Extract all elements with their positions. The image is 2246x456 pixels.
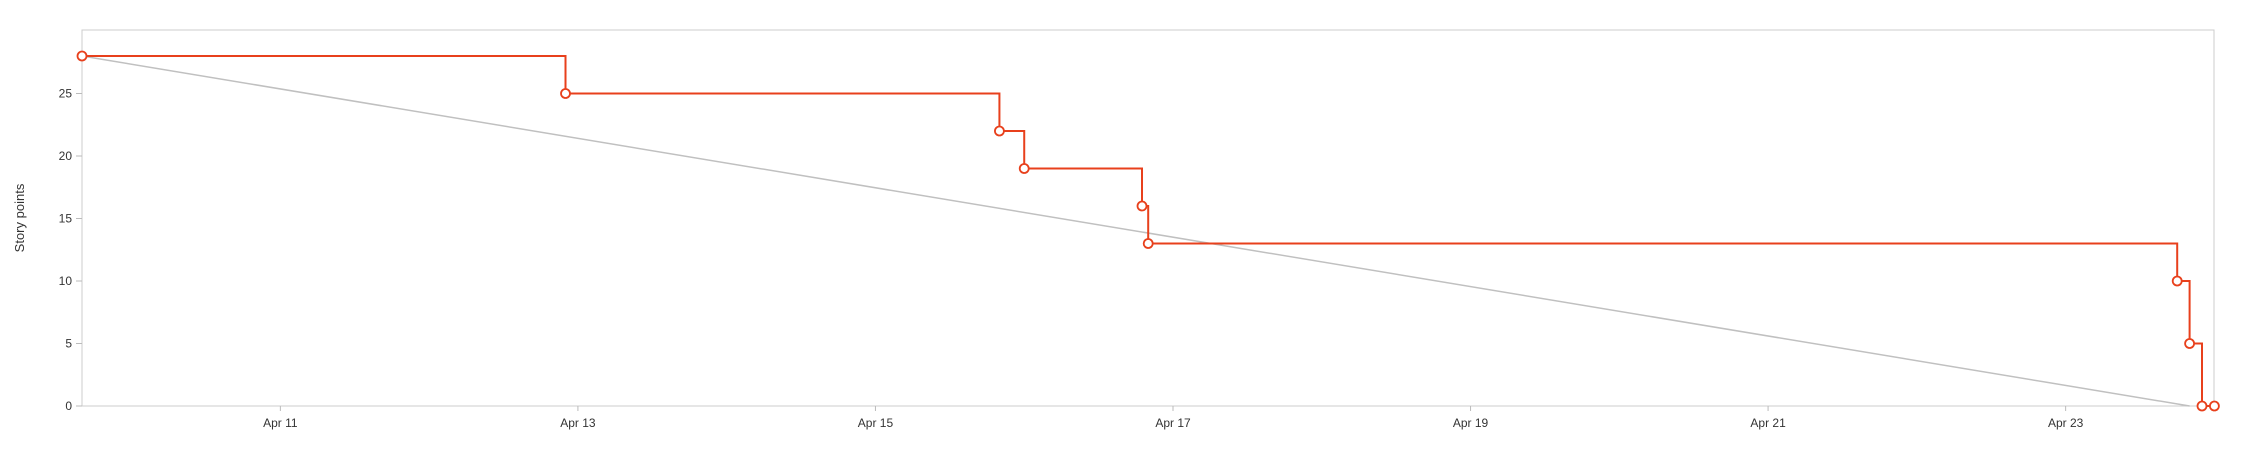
y-axis: 0 5 10 15 20 25 bbox=[59, 87, 82, 413]
y-tick-label: 20 bbox=[59, 149, 73, 163]
chart-series bbox=[81, 55, 2215, 407]
data-point-marker[interactable] bbox=[1142, 238, 1154, 249]
x-tick-label: Apr 15 bbox=[858, 416, 894, 430]
x-tick-label: Apr 11 bbox=[263, 416, 298, 430]
data-point-marker[interactable] bbox=[560, 88, 571, 99]
data-point-marker[interactable] bbox=[2196, 400, 2208, 412]
x-tick-label: Apr 21 bbox=[1750, 416, 1786, 430]
y-tick-label: 10 bbox=[59, 274, 73, 288]
y-tick-label: 0 bbox=[65, 399, 72, 413]
data-point-marker[interactable] bbox=[994, 125, 1005, 137]
y-tick-label: 25 bbox=[59, 87, 73, 101]
y-tick-label: 5 bbox=[65, 337, 72, 351]
y-axis-title: Story points bbox=[12, 183, 27, 252]
x-axis: Apr 11 Apr 13 Apr 15 Apr 17 Apr 19 Apr 21 Apr … bbox=[263, 406, 2084, 430]
data-point-marker[interactable] bbox=[76, 50, 88, 62]
y-tick-label: 15 bbox=[59, 212, 73, 226]
x-tick-label: Apr 13 bbox=[560, 416, 596, 430]
data-point-marker[interactable] bbox=[1136, 200, 1148, 212]
chart-markers bbox=[76, 50, 2220, 412]
data-point-marker[interactable] bbox=[1018, 163, 1030, 174]
ideal-guideline bbox=[81, 55, 2190, 407]
x-tick-label: Apr 17 bbox=[1155, 416, 1191, 430]
data-point-marker[interactable] bbox=[2184, 338, 2196, 349]
data-point-marker[interactable] bbox=[2208, 400, 2220, 412]
x-tick-label: Apr 23 bbox=[2048, 416, 2084, 430]
x-tick-label: Apr 19 bbox=[1453, 416, 1489, 430]
data-point-marker[interactable] bbox=[2171, 275, 2183, 287]
